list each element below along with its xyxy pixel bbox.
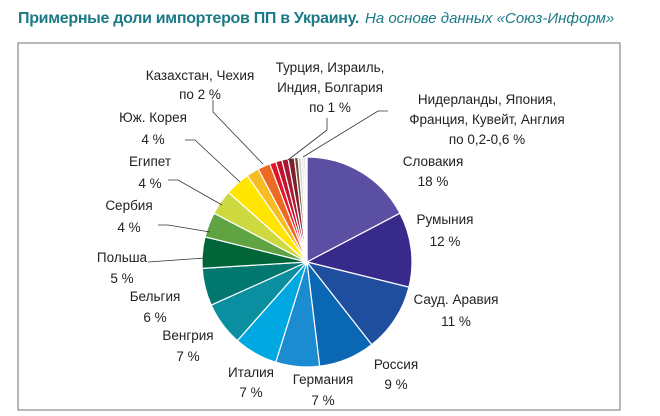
subtitle-text: На основе данных «Союз-Информ» xyxy=(365,10,615,27)
label-germany-2: 7 % xyxy=(311,393,334,408)
label-belgium-1: Бельгия xyxy=(130,289,181,304)
label-slovakia-2: 18 % xyxy=(418,174,449,189)
leader-serbia xyxy=(158,224,211,233)
pie-slice-Англия xyxy=(305,156,308,263)
label-germany-1: Германия xyxy=(293,372,354,387)
leader-lines xyxy=(147,100,388,263)
label-russia-2: 9 % xyxy=(384,377,407,392)
label-romania-2: 12 % xyxy=(430,234,461,249)
leader-kazakh xyxy=(212,100,264,165)
label-kazakh-2: по 2 % xyxy=(179,87,221,102)
pie-slice-Словакия xyxy=(306,156,401,263)
label-turkey-1: Турция, Израиль, xyxy=(276,60,385,75)
label-italy-2: 7 % xyxy=(239,385,262,400)
pie-slice-Сауд. Аравия xyxy=(305,261,410,346)
label-egypt-1: Египет xyxy=(129,154,171,169)
label-small-1: Нидерланды, Япония, xyxy=(418,92,556,107)
label-serbia-2: 4 % xyxy=(117,220,140,235)
label-romania-1: Румыния xyxy=(417,212,474,227)
leader-small xyxy=(302,110,388,158)
label-serbia-1: Сербия xyxy=(105,198,152,213)
label-turkey-3: по 1 % xyxy=(309,100,351,115)
label-slovakia-1: Словакия xyxy=(403,154,464,169)
label-kazakh-1: Казахстан, Чехия xyxy=(146,68,255,83)
label-egypt-2: 4 % xyxy=(138,176,161,191)
chart-title: Примерные доли импортеров ПП в Украину. Н… xyxy=(18,10,614,28)
label-belgium-2: 6 % xyxy=(143,310,166,325)
label-small-2: Франция, Кувейт, Англия xyxy=(409,112,565,127)
label-turkey-2: Индия, Болгария xyxy=(277,80,383,95)
label-small-3: по 0,2-0,6 % xyxy=(449,132,525,147)
leader-korea xyxy=(185,139,241,183)
label-korea-1: Юж. Корея xyxy=(119,110,187,125)
label-italy-1: Италия xyxy=(228,365,274,380)
label-saudi-2: 11 % xyxy=(441,314,471,329)
pie-slices xyxy=(201,156,413,368)
chart-frame xyxy=(17,42,621,411)
title-text: Примерные доли импортеров ПП в Украину. xyxy=(18,10,359,27)
label-russia-1: Россия xyxy=(374,357,418,372)
leader-poland xyxy=(147,257,206,263)
label-hungary-1: Венгрия xyxy=(162,328,213,343)
label-korea-2: 4 % xyxy=(141,132,164,147)
leader-turkey xyxy=(287,118,328,161)
label-hungary-2: 7 % xyxy=(176,349,199,364)
label-poland-1: Польша xyxy=(97,250,148,265)
label-poland-2: 5 % xyxy=(110,271,133,286)
leader-egypt xyxy=(168,179,223,206)
label-saudi-1: Сауд. Аравия xyxy=(414,292,499,307)
pie-slice-Румыния xyxy=(305,212,413,288)
